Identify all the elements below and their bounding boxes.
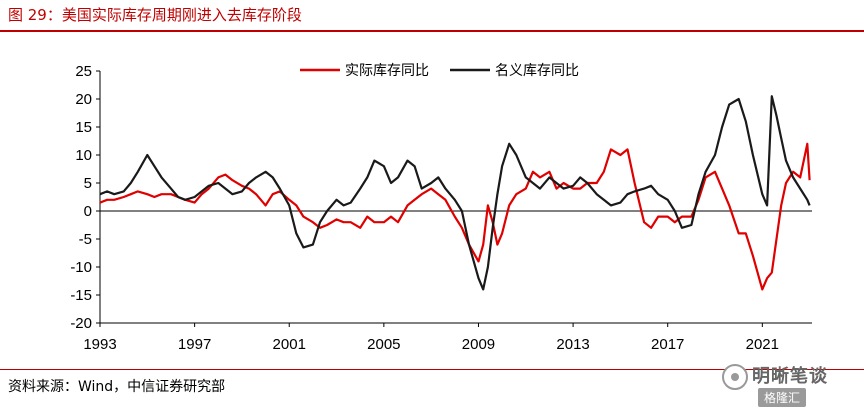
watermark: 明晰笔谈 格隆汇 — [722, 358, 862, 410]
x-tick-label: 2001 — [273, 336, 306, 353]
x-tick-label: 2021 — [746, 336, 779, 353]
x-tick-label: 1997 — [178, 336, 211, 353]
y-tick-label: 25 — [75, 63, 92, 80]
source-rule — [0, 369, 864, 370]
y-tick-label: -15 — [70, 287, 92, 304]
y-tick-label: 5 — [84, 175, 92, 192]
legend-label: 实际库存同比 — [345, 63, 429, 79]
watermark-logo: 格隆汇 — [758, 388, 807, 407]
source-note: 资料来源：Wind，中信证券研究部 — [8, 379, 226, 395]
chart-series — [99, 95, 811, 291]
y-tick-label: -20 — [70, 315, 92, 332]
figure-title: 图 29：美国实际库存周期刚进入去库存阶段 — [8, 6, 302, 24]
x-tick-label: 2005 — [367, 336, 400, 353]
y-tick-label: -10 — [70, 259, 92, 276]
x-tick-label: 2009 — [462, 336, 495, 353]
y-tick-label: -5 — [79, 231, 92, 248]
x-tick-label: 2017 — [651, 336, 684, 353]
watermark-text: 明晰笔谈 — [752, 366, 828, 387]
y-tick-label: 0 — [84, 203, 92, 220]
y-tick-label: 10 — [75, 147, 92, 164]
line-chart: 25 20 15 10 5 0 -5 -10 -15 -20 1993 1997 2001 2005 200… — [70, 63, 812, 353]
chart-legend: 实际库存同比 名义库存同比 — [300, 63, 579, 79]
chart-axes: 25 20 15 10 5 0 -5 -10 -15 -20 1993 1997 2001 2005 200… — [70, 63, 812, 353]
series-line-real-inventory — [99, 142, 811, 291]
x-tick-label: 2013 — [556, 336, 589, 353]
x-tick-label: 1993 — [83, 336, 116, 353]
y-tick-label: 15 — [75, 119, 92, 136]
title-rule — [0, 30, 864, 32]
y-tick-label: 20 — [75, 91, 92, 108]
series-line-nominal-inventory — [99, 95, 811, 291]
wechat-icon — [722, 364, 748, 390]
legend-label: 名义库存同比 — [495, 63, 579, 79]
